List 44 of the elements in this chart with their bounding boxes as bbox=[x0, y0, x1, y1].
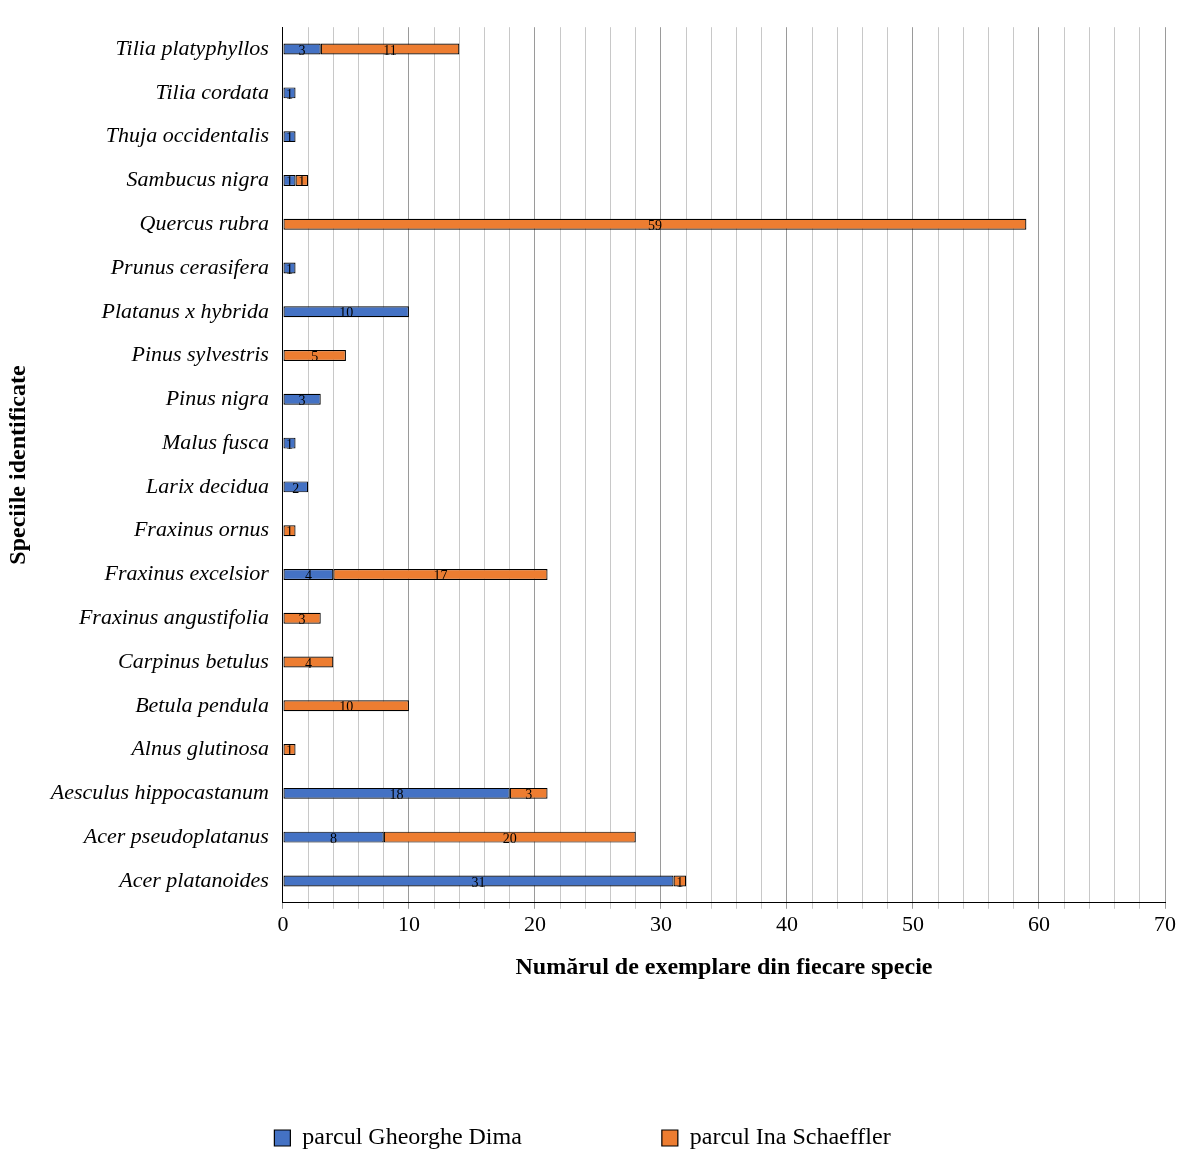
data-label: 18 bbox=[389, 787, 404, 803]
y-tick-label: Fraxinus excelsior bbox=[103, 560, 270, 586]
x-tick-label: 0 bbox=[277, 910, 289, 936]
legend-label: parcul Ina Schaeffler bbox=[689, 1123, 891, 1150]
data-label: 3 bbox=[298, 393, 306, 408]
data-label: 59 bbox=[647, 217, 662, 233]
y-tick-label: Aesculus hippocastanum bbox=[48, 779, 269, 805]
y-tick-label: Carpinus betulus bbox=[117, 647, 269, 673]
y-tick-label: Acer platanoides bbox=[117, 866, 269, 892]
x-tick-label: 70 bbox=[1154, 910, 1176, 936]
x-tick-label: 40 bbox=[775, 910, 798, 936]
x-tick-label: 20 bbox=[523, 910, 546, 936]
y-tick-label: Betula pendula bbox=[135, 691, 269, 717]
y-tick-label: Pinus sylvestris bbox=[130, 341, 269, 367]
x-tick-label: 50 bbox=[901, 910, 924, 936]
data-label: 3 bbox=[298, 611, 306, 627]
x-axis-title: Numărul de exemplare din fiecare specie bbox=[515, 952, 933, 979]
legend-label: parcul Gheorghe Dima bbox=[302, 1123, 523, 1150]
y-tick-label: Tilia cordata bbox=[155, 78, 269, 104]
x-tick-label: 30 bbox=[649, 910, 672, 936]
data-label: 2 bbox=[292, 480, 300, 496]
data-label: 3 bbox=[525, 787, 533, 803]
y-tick-label: Acer pseudoplatanus bbox=[81, 822, 269, 848]
data-label: 1 bbox=[285, 436, 293, 452]
y-tick-label: Platanus x hybrida bbox=[100, 297, 269, 323]
y-tick-label: Thuja occidentalis bbox=[105, 122, 269, 148]
data-label: 31 bbox=[471, 874, 486, 890]
y-tick-label: Fraxinus angustifolia bbox=[77, 604, 269, 630]
y-tick-label: Tilia platyphyllos bbox=[115, 34, 269, 60]
y-tick-label: Fraxinus ornus bbox=[132, 516, 269, 542]
data-label: 1 bbox=[285, 86, 293, 102]
y-tick-label: Pinus nigra bbox=[164, 385, 269, 411]
x-tick-label: 60 bbox=[1027, 910, 1050, 936]
y-tick-label: Sambucus nigra bbox=[126, 166, 269, 192]
x-tick-label: 10 bbox=[397, 910, 420, 936]
y-tick-label: Quercus rubra bbox=[139, 209, 269, 235]
data-label: 1 bbox=[676, 874, 684, 890]
data-label: 4 bbox=[304, 655, 312, 671]
data-label: 1 bbox=[285, 261, 293, 277]
y-tick-label: Larix decidua bbox=[145, 472, 269, 498]
y-axis-title: Speciile identificate bbox=[3, 365, 30, 565]
y-tick-label: Malus fusca bbox=[160, 428, 269, 454]
y-tick-label: Alnus glutinosa bbox=[129, 735, 269, 761]
y-tick-label: Prunus cerasifera bbox=[109, 253, 269, 279]
